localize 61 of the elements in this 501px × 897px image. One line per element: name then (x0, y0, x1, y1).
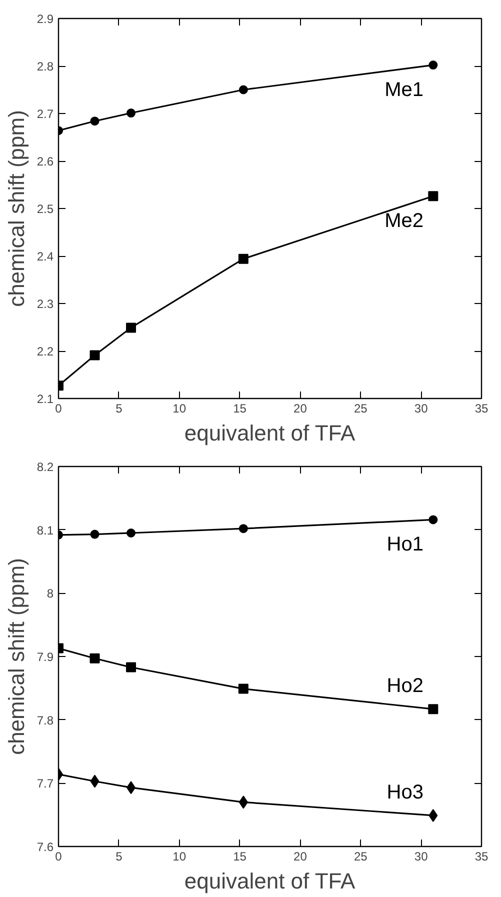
y-tick-label: 2.8 (36, 60, 54, 74)
x-tick-label: 30 (414, 402, 428, 416)
y-tick-label: 2.5 (36, 202, 54, 216)
y-tick-label: 2.9 (36, 12, 54, 26)
point (126, 322, 136, 333)
point (238, 684, 248, 694)
x-tick-label: 35 (474, 402, 488, 416)
x-tick-label: 20 (294, 402, 308, 416)
y-tick-label: 7.9 (36, 650, 54, 664)
x-tick-label: 0 (55, 850, 62, 864)
y-tick-label: 2.3 (36, 297, 54, 311)
point (238, 85, 248, 94)
point (126, 108, 136, 118)
point (90, 530, 100, 539)
x-tick-label: 10 (172, 850, 186, 864)
x-tick-label: 5 (116, 402, 123, 416)
point (126, 781, 136, 794)
x-tick-label: 0 (55, 402, 62, 416)
y-axis-title: chemical shift (ppm) (4, 558, 29, 755)
y-tick-label: 2.2 (36, 344, 54, 358)
point (428, 191, 438, 202)
y-tick-label: 8.2 (36, 460, 54, 474)
point (238, 524, 248, 534)
y-tick-label: 2.7 (36, 107, 54, 121)
point (428, 808, 438, 822)
x-tick-label: 25 (354, 402, 368, 416)
y-tick-label: 7.6 (36, 840, 54, 854)
x-axis-title: equivalent of TFA (184, 868, 356, 894)
x-tick-label: 15 (233, 850, 247, 864)
point (428, 515, 438, 524)
x-tick-label: 20 (294, 850, 308, 864)
point (238, 796, 248, 809)
point (90, 653, 100, 664)
y-tick-label: 2.4 (36, 250, 54, 264)
y-tick-label: 8 (46, 586, 54, 601)
x-axis-title: equivalent of TFA (184, 420, 356, 446)
x-tick-label: 35 (474, 850, 488, 864)
point (126, 662, 136, 672)
y-axis-title: chemical shift (ppm) (4, 110, 29, 307)
y-tick-label: 2.1 (36, 392, 54, 406)
point (90, 774, 100, 788)
y-tick-label: 7.8 (36, 713, 54, 728)
series-label: Ho2 (386, 675, 424, 698)
x-tick-label: 30 (414, 850, 428, 864)
x-tick-label: 10 (172, 402, 186, 416)
series-label: Me2 (384, 210, 424, 232)
point (90, 350, 100, 360)
x-tick-label: 5 (116, 850, 123, 864)
point (428, 60, 438, 70)
y-tick-label: 2.6 (36, 154, 54, 168)
y-tick-label: 8.1 (36, 523, 54, 538)
series-label: Ho1 (386, 534, 424, 556)
x-tick-label: 25 (354, 850, 368, 864)
point (90, 116, 100, 126)
series-label: Ho3 (386, 781, 424, 804)
y-tick-label: 7.7 (36, 776, 54, 791)
point (238, 254, 248, 264)
x-tick-label: 15 (233, 402, 247, 416)
series-label: Me1 (384, 79, 424, 102)
point (428, 704, 438, 714)
point (126, 528, 136, 538)
